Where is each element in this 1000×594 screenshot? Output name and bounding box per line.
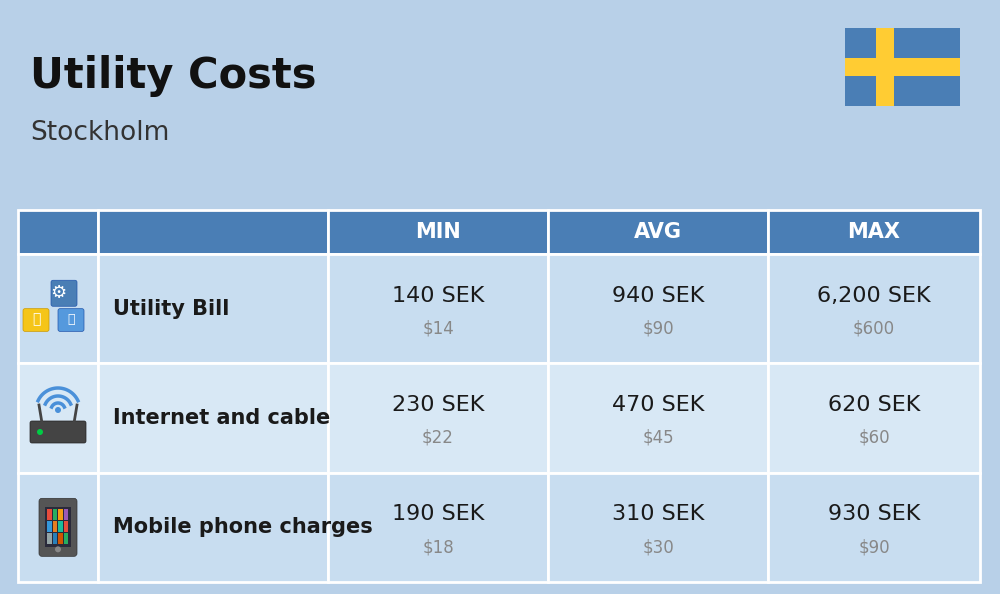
Bar	[52, 533, 57, 544]
Text: MIN: MIN	[415, 222, 461, 242]
Text: 940 SEK: 940 SEK	[612, 286, 704, 305]
Circle shape	[55, 407, 61, 413]
Text: 💧: 💧	[67, 313, 75, 326]
Bar	[768, 210, 980, 254]
Text: Stockholm: Stockholm	[30, 120, 169, 146]
Bar	[45, 507, 71, 547]
Text: $60: $60	[858, 429, 890, 447]
Bar	[18, 254, 98, 364]
Bar	[328, 210, 548, 254]
Bar	[845, 58, 960, 75]
Text: $600: $600	[853, 320, 895, 337]
Text: 230 SEK: 230 SEK	[392, 395, 484, 415]
Bar	[47, 533, 52, 544]
Text: 190 SEK: 190 SEK	[392, 504, 484, 525]
Bar	[328, 473, 548, 582]
FancyBboxPatch shape	[51, 280, 77, 307]
Bar	[845, 28, 960, 106]
Bar	[328, 254, 548, 364]
Text: $90: $90	[642, 320, 674, 337]
Text: $18: $18	[422, 538, 454, 556]
Bar	[548, 254, 768, 364]
Bar	[64, 533, 68, 544]
Text: 6,200 SEK: 6,200 SEK	[817, 286, 931, 305]
Bar	[876, 28, 894, 106]
Text: $22: $22	[422, 429, 454, 447]
Bar	[18, 364, 98, 473]
Bar	[58, 533, 62, 544]
Bar	[47, 509, 52, 520]
Bar	[98, 254, 328, 364]
Bar	[47, 522, 52, 532]
Text: $14: $14	[422, 320, 454, 337]
Bar	[98, 364, 328, 473]
FancyBboxPatch shape	[23, 309, 49, 331]
Text: 620 SEK: 620 SEK	[828, 395, 920, 415]
Bar	[64, 509, 68, 520]
Bar	[548, 210, 768, 254]
Text: 470 SEK: 470 SEK	[612, 395, 704, 415]
Bar	[768, 364, 980, 473]
Bar	[98, 473, 328, 582]
Circle shape	[37, 429, 43, 435]
Text: Utility Costs: Utility Costs	[30, 55, 316, 97]
FancyBboxPatch shape	[39, 498, 77, 557]
Bar	[548, 364, 768, 473]
Text: Utility Bill: Utility Bill	[113, 299, 229, 318]
Text: 930 SEK: 930 SEK	[828, 504, 920, 525]
Text: ⚙: ⚙	[50, 285, 66, 302]
Circle shape	[55, 546, 61, 552]
Text: $30: $30	[642, 538, 674, 556]
Bar	[18, 473, 98, 582]
Text: MAX: MAX	[848, 222, 900, 242]
Bar	[64, 522, 68, 532]
Bar	[58, 509, 62, 520]
Bar	[18, 210, 98, 254]
Text: 🔌: 🔌	[32, 312, 40, 327]
Text: AVG: AVG	[634, 222, 682, 242]
Text: 140 SEK: 140 SEK	[392, 286, 484, 305]
FancyBboxPatch shape	[30, 421, 86, 443]
Text: $90: $90	[858, 538, 890, 556]
Bar	[52, 509, 57, 520]
Text: Internet and cable: Internet and cable	[113, 408, 330, 428]
FancyBboxPatch shape	[58, 309, 84, 331]
Text: $45: $45	[642, 429, 674, 447]
Bar	[328, 364, 548, 473]
Bar	[768, 473, 980, 582]
Bar	[768, 254, 980, 364]
Bar	[52, 522, 57, 532]
Bar	[98, 210, 328, 254]
Bar	[58, 522, 62, 532]
Bar	[548, 473, 768, 582]
Text: Mobile phone charges: Mobile phone charges	[113, 517, 373, 538]
Text: 310 SEK: 310 SEK	[612, 504, 704, 525]
